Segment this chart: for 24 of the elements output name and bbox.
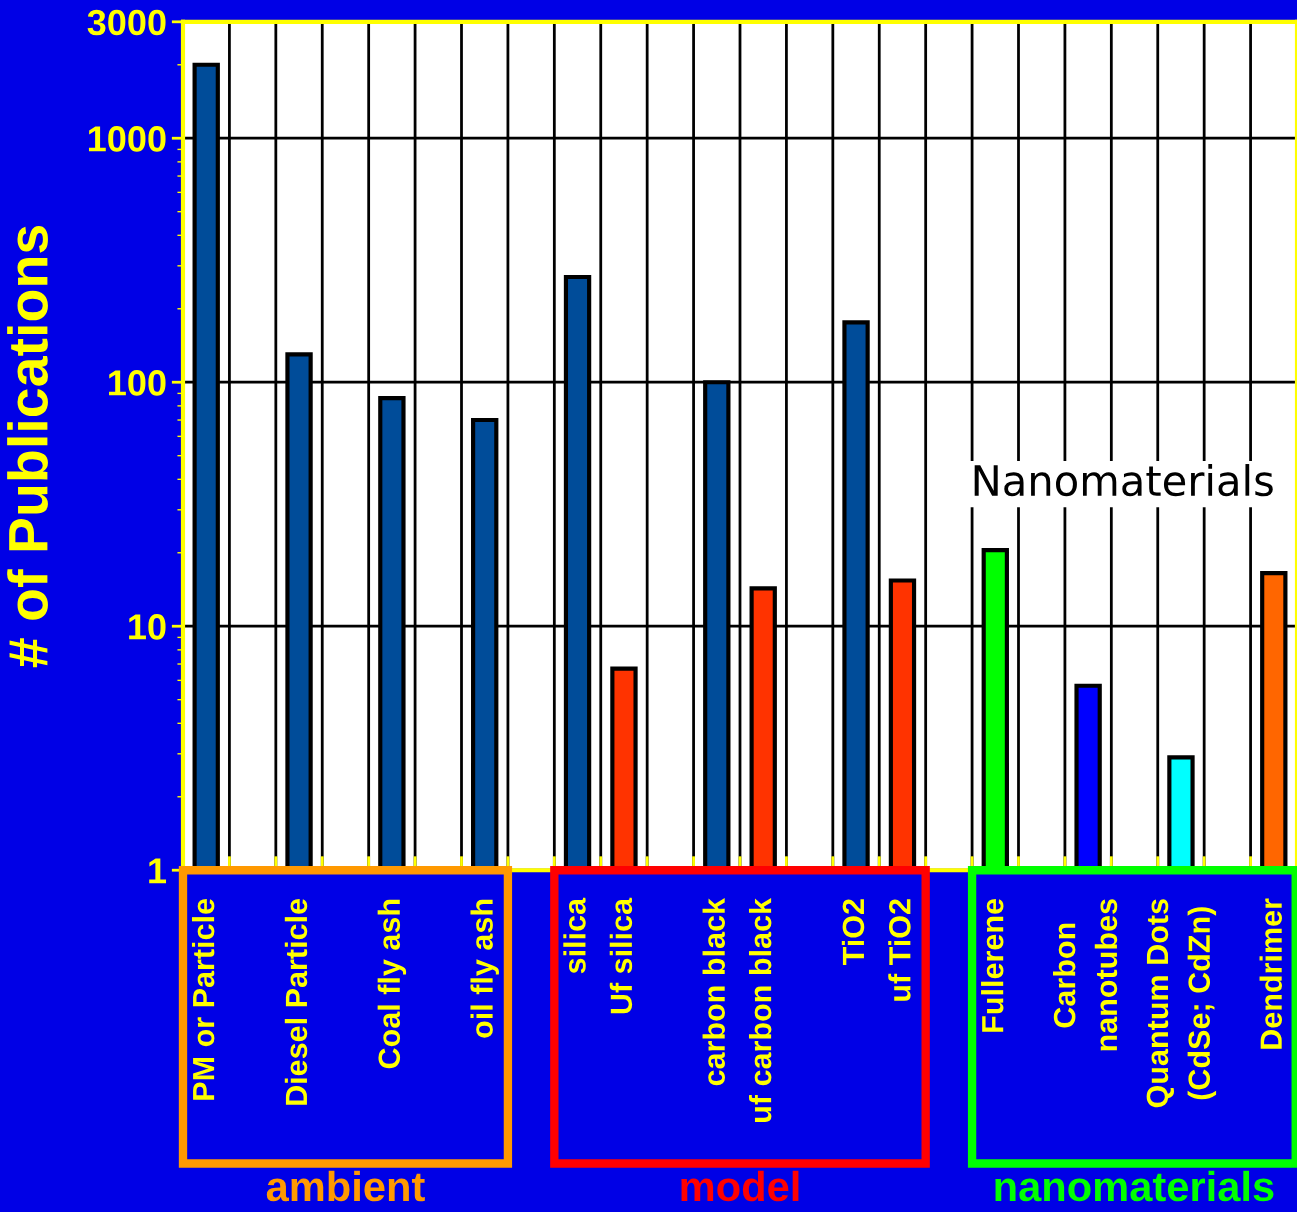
x-tick-label: TiO2: [841, 899, 865, 966]
x-tick-label: Quantum Dots (CdSe; CdZn): [1146, 899, 1217, 1108]
x-tick-label: Diesel Particle: [284, 899, 308, 1105]
y-axis-title: # of Publications: [7, 226, 48, 668]
x-tick-label: Fullerene: [981, 899, 1004, 1032]
y-tick-label: 1: [149, 858, 167, 884]
x-tick-label: PM or Particle: [191, 899, 215, 1100]
x-tick-label: Uf silica: [609, 897, 633, 1014]
x-tick-label: Coal fly ash: [377, 899, 407, 1069]
x-tick-label: oil fly ash: [470, 899, 499, 1038]
text: model: [681, 1170, 799, 1202]
annotation: Nanomaterials: [974, 464, 1273, 497]
x-tick-label: Dendrimer: [1259, 898, 1282, 1049]
x-tick-label: uf carbon black: [748, 897, 772, 1122]
text: ambient: [266, 1170, 425, 1202]
x-tick-label: Carbon nanotubes: [1053, 899, 1118, 1051]
y-tick-label: 100: [109, 370, 166, 396]
y-tick-label: 1000: [88, 126, 166, 152]
text: nanomaterials: [995, 1170, 1274, 1202]
x-tick-label: silica: [563, 897, 586, 974]
y-tick-label: 3000: [87, 9, 166, 36]
y-tick-label: 10: [129, 614, 166, 640]
x-tick-label: carbon black: [702, 897, 725, 1086]
x-tick-label: uf TiO2: [888, 899, 911, 1001]
